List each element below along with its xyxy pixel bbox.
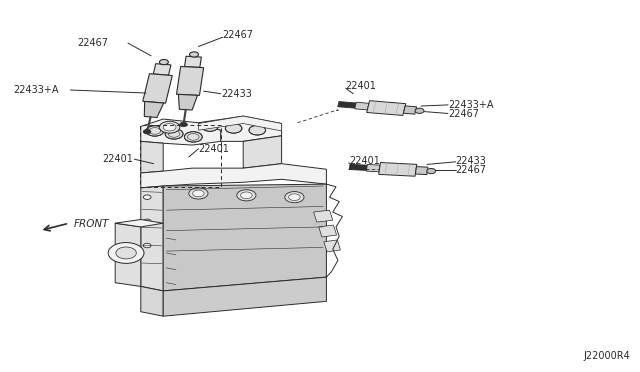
Text: 22433: 22433 — [221, 89, 252, 99]
Text: 22467: 22467 — [456, 165, 486, 175]
Polygon shape — [141, 164, 326, 188]
Polygon shape — [349, 164, 367, 170]
Polygon shape — [115, 223, 141, 286]
Circle shape — [241, 192, 252, 199]
Circle shape — [415, 108, 424, 113]
Circle shape — [189, 188, 208, 199]
Text: 22401: 22401 — [346, 81, 376, 91]
Polygon shape — [366, 164, 380, 172]
Polygon shape — [415, 167, 428, 174]
Polygon shape — [379, 163, 417, 176]
Polygon shape — [115, 219, 163, 227]
Text: FRONT: FRONT — [74, 219, 109, 229]
Polygon shape — [198, 116, 282, 141]
Circle shape — [193, 190, 204, 197]
Polygon shape — [367, 101, 406, 115]
Circle shape — [116, 247, 136, 259]
Circle shape — [285, 192, 304, 203]
Polygon shape — [243, 136, 282, 168]
Text: 22433+A: 22433+A — [448, 100, 493, 110]
Polygon shape — [177, 67, 204, 96]
Text: 22467: 22467 — [223, 30, 253, 39]
Text: 22401: 22401 — [198, 144, 229, 154]
Text: 22467: 22467 — [448, 109, 479, 119]
Circle shape — [143, 219, 151, 224]
Bar — [140, 125, 221, 187]
Text: 22401: 22401 — [102, 154, 133, 164]
Polygon shape — [141, 186, 163, 291]
Circle shape — [143, 129, 151, 134]
Polygon shape — [338, 102, 356, 108]
Circle shape — [159, 60, 168, 65]
Circle shape — [108, 243, 144, 263]
Polygon shape — [144, 102, 164, 118]
Polygon shape — [141, 119, 221, 145]
Polygon shape — [141, 286, 163, 316]
Circle shape — [202, 122, 218, 131]
Polygon shape — [143, 74, 172, 103]
Circle shape — [427, 169, 436, 174]
Circle shape — [237, 190, 256, 201]
Polygon shape — [403, 106, 417, 114]
Text: J22000R4: J22000R4 — [584, 351, 630, 361]
Polygon shape — [355, 102, 369, 110]
Circle shape — [165, 129, 183, 139]
Polygon shape — [153, 64, 171, 75]
Polygon shape — [198, 116, 282, 131]
Circle shape — [143, 243, 151, 248]
Polygon shape — [184, 56, 202, 67]
Circle shape — [225, 124, 242, 133]
Polygon shape — [163, 184, 326, 291]
Polygon shape — [141, 141, 163, 173]
Polygon shape — [314, 210, 333, 222]
Polygon shape — [163, 277, 326, 316]
Text: 22433: 22433 — [456, 156, 486, 166]
Circle shape — [146, 126, 164, 136]
Circle shape — [143, 195, 151, 199]
Polygon shape — [324, 240, 340, 252]
Circle shape — [289, 194, 300, 201]
Circle shape — [184, 132, 202, 142]
Text: 22433+A: 22433+A — [13, 85, 58, 95]
Polygon shape — [179, 94, 198, 110]
Circle shape — [159, 121, 180, 133]
Text: 22401: 22401 — [349, 156, 380, 166]
Circle shape — [163, 124, 176, 131]
Circle shape — [189, 52, 198, 57]
Circle shape — [249, 125, 266, 135]
Polygon shape — [319, 225, 337, 237]
Text: 22467: 22467 — [77, 38, 108, 48]
Circle shape — [180, 122, 188, 127]
